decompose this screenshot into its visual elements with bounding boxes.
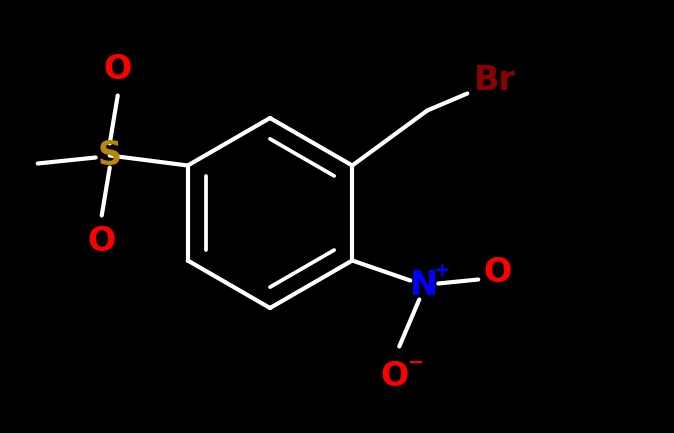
Text: Br: Br	[474, 64, 516, 97]
Text: S: S	[98, 139, 122, 172]
Text: O: O	[483, 256, 512, 289]
Text: O: O	[104, 53, 132, 86]
Text: N: N	[410, 269, 438, 302]
Text: +: +	[434, 261, 450, 280]
Text: −: −	[408, 353, 425, 372]
Text: O: O	[88, 225, 116, 258]
Text: O: O	[380, 360, 408, 393]
